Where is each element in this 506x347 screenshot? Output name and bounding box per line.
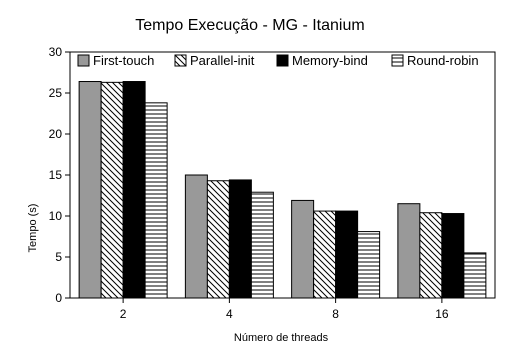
y-axis-label: Tempo (s): [27, 204, 39, 253]
legend-swatch: [391, 54, 404, 67]
y-axis: 0 5 10 15 20 25 30: [49, 45, 70, 305]
bar-memory-bind-2: [122, 81, 146, 299]
bar-round-robin-8: [357, 231, 381, 299]
bar-memory-bind-4: [228, 179, 252, 299]
chart-title: Tempo Execução - MG - Itanium: [135, 17, 364, 34]
legend-swatch: [77, 54, 90, 67]
legend-label: Parallel-init: [190, 53, 255, 68]
legend: First-touch Parallel-init Memory-bind Round…: [77, 53, 479, 68]
legend-label: Round-robin: [407, 53, 479, 68]
bars-group: [78, 81, 487, 299]
bar-first-touch-8: [291, 199, 315, 299]
bar-memory-bind-8: [335, 210, 359, 299]
legend-swatch: [276, 54, 289, 67]
x-axis: 2 4 8 16: [120, 298, 449, 321]
bar-parallel-init-16: [419, 212, 443, 299]
legend-label: Memory-bind: [292, 53, 368, 68]
bar-parallel-init-8: [313, 210, 337, 299]
bar-round-robin-16: [463, 252, 487, 299]
bar-parallel-init-2: [100, 81, 124, 299]
y-tick-label: 20: [49, 127, 63, 141]
bar-first-touch-4: [184, 174, 208, 299]
x-tick-label: 2: [120, 307, 127, 321]
y-tick-label: 5: [55, 250, 62, 264]
bar-first-touch-2: [78, 81, 102, 299]
x-tick-label: 8: [332, 307, 339, 321]
bar-memory-bind-16: [441, 213, 465, 299]
bar-parallel-init-4: [206, 180, 230, 299]
x-tick-label: 4: [226, 307, 233, 321]
bar-round-robin-4: [250, 191, 274, 299]
y-tick-label: 0: [55, 291, 62, 305]
legend-swatch: [174, 54, 187, 67]
y-tick-label: 30: [49, 45, 63, 59]
x-axis-label: Número de threads: [234, 332, 329, 344]
y-tick-label: 25: [49, 86, 63, 100]
y-tick-label: 10: [49, 209, 63, 223]
legend-label: First-touch: [93, 53, 154, 68]
y-tick-label: 15: [49, 168, 63, 182]
bar-round-robin-2: [144, 102, 168, 299]
x-tick-label: 16: [435, 307, 449, 321]
bar-first-touch-16: [397, 203, 421, 299]
